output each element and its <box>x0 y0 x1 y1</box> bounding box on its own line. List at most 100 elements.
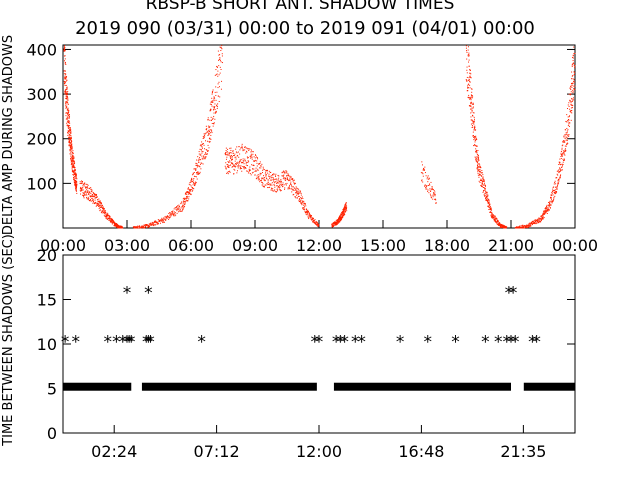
data-point <box>81 187 83 189</box>
data-point <box>571 78 573 80</box>
data-point <box>270 183 272 185</box>
data-point <box>164 216 166 218</box>
data-point <box>302 207 304 209</box>
data-point <box>273 182 275 184</box>
data-point <box>70 137 72 139</box>
data-point <box>169 217 171 219</box>
data-point <box>209 138 211 140</box>
data-point <box>71 158 73 160</box>
data-point <box>557 184 559 186</box>
data-point <box>485 198 487 200</box>
data-point <box>194 183 196 185</box>
data-point <box>185 192 187 194</box>
data-point <box>282 185 284 187</box>
data-point <box>250 149 252 151</box>
data-point <box>139 226 141 228</box>
data-point <box>90 196 92 198</box>
data-point <box>217 75 219 77</box>
data-point <box>101 211 103 213</box>
data-point <box>84 191 86 193</box>
data-point <box>209 125 211 127</box>
data-point <box>559 176 561 178</box>
data-point <box>229 155 231 157</box>
data-point <box>282 182 284 184</box>
data-point <box>342 212 344 214</box>
data-point <box>477 164 479 166</box>
data-point <box>248 148 250 150</box>
data-point <box>86 183 88 185</box>
data-point <box>304 203 306 205</box>
data-point <box>280 182 282 184</box>
data-point <box>208 141 210 143</box>
data-point <box>528 225 530 227</box>
data-point <box>562 165 564 167</box>
data-point <box>103 214 105 216</box>
data-point <box>523 225 525 227</box>
data-point <box>217 106 219 108</box>
data-point <box>211 118 213 120</box>
data-point <box>66 88 68 90</box>
data-point <box>259 165 261 167</box>
data-point <box>475 159 477 161</box>
data-point <box>500 225 502 227</box>
data-point <box>203 137 205 139</box>
data-point <box>536 219 538 221</box>
top-x-tick-label: 03:00 <box>104 236 150 255</box>
data-point <box>151 224 153 226</box>
data-point <box>247 172 249 174</box>
data-point <box>292 178 294 180</box>
data-point <box>63 48 65 50</box>
data-point <box>525 226 527 228</box>
data-point <box>120 225 122 227</box>
data-point <box>574 88 576 90</box>
data-point <box>312 219 314 221</box>
data-point <box>555 186 557 188</box>
data-point <box>571 82 573 84</box>
data-point <box>109 216 111 218</box>
data-point <box>272 177 274 179</box>
data-point <box>572 55 574 57</box>
data-point <box>70 156 72 158</box>
data-point <box>433 190 435 192</box>
data-point <box>537 220 539 222</box>
data-point <box>88 192 90 194</box>
data-point <box>70 153 72 155</box>
data-point <box>74 173 76 175</box>
data-point <box>470 112 472 114</box>
data-point <box>469 75 471 77</box>
data-point <box>67 115 69 117</box>
data-point <box>64 45 66 47</box>
data-point <box>282 171 284 173</box>
data-point <box>70 129 72 131</box>
data-point <box>226 165 228 167</box>
data-point <box>570 119 572 121</box>
data-point <box>206 132 208 134</box>
data-point <box>231 162 233 164</box>
data-point <box>243 146 245 148</box>
data-point <box>230 155 232 157</box>
data-point <box>242 161 244 163</box>
data-point <box>294 183 296 185</box>
data-point <box>192 181 194 183</box>
data-point <box>198 161 200 163</box>
data-point <box>75 174 77 176</box>
data-point <box>232 152 234 154</box>
data-point <box>482 190 484 192</box>
data-point <box>82 192 84 194</box>
data-point <box>291 185 293 187</box>
data-point <box>107 214 109 216</box>
data-point <box>564 141 566 143</box>
data-point <box>466 69 468 71</box>
data-point <box>307 216 309 218</box>
data-point <box>219 57 221 59</box>
data-point <box>274 184 276 186</box>
data-point <box>72 156 74 158</box>
data-point <box>72 164 74 166</box>
data-point <box>228 152 230 154</box>
data-point <box>172 213 174 215</box>
data-point <box>265 184 267 186</box>
data-point <box>552 200 554 202</box>
data-point <box>246 147 248 149</box>
data-point <box>267 181 269 183</box>
data-point <box>66 97 68 99</box>
